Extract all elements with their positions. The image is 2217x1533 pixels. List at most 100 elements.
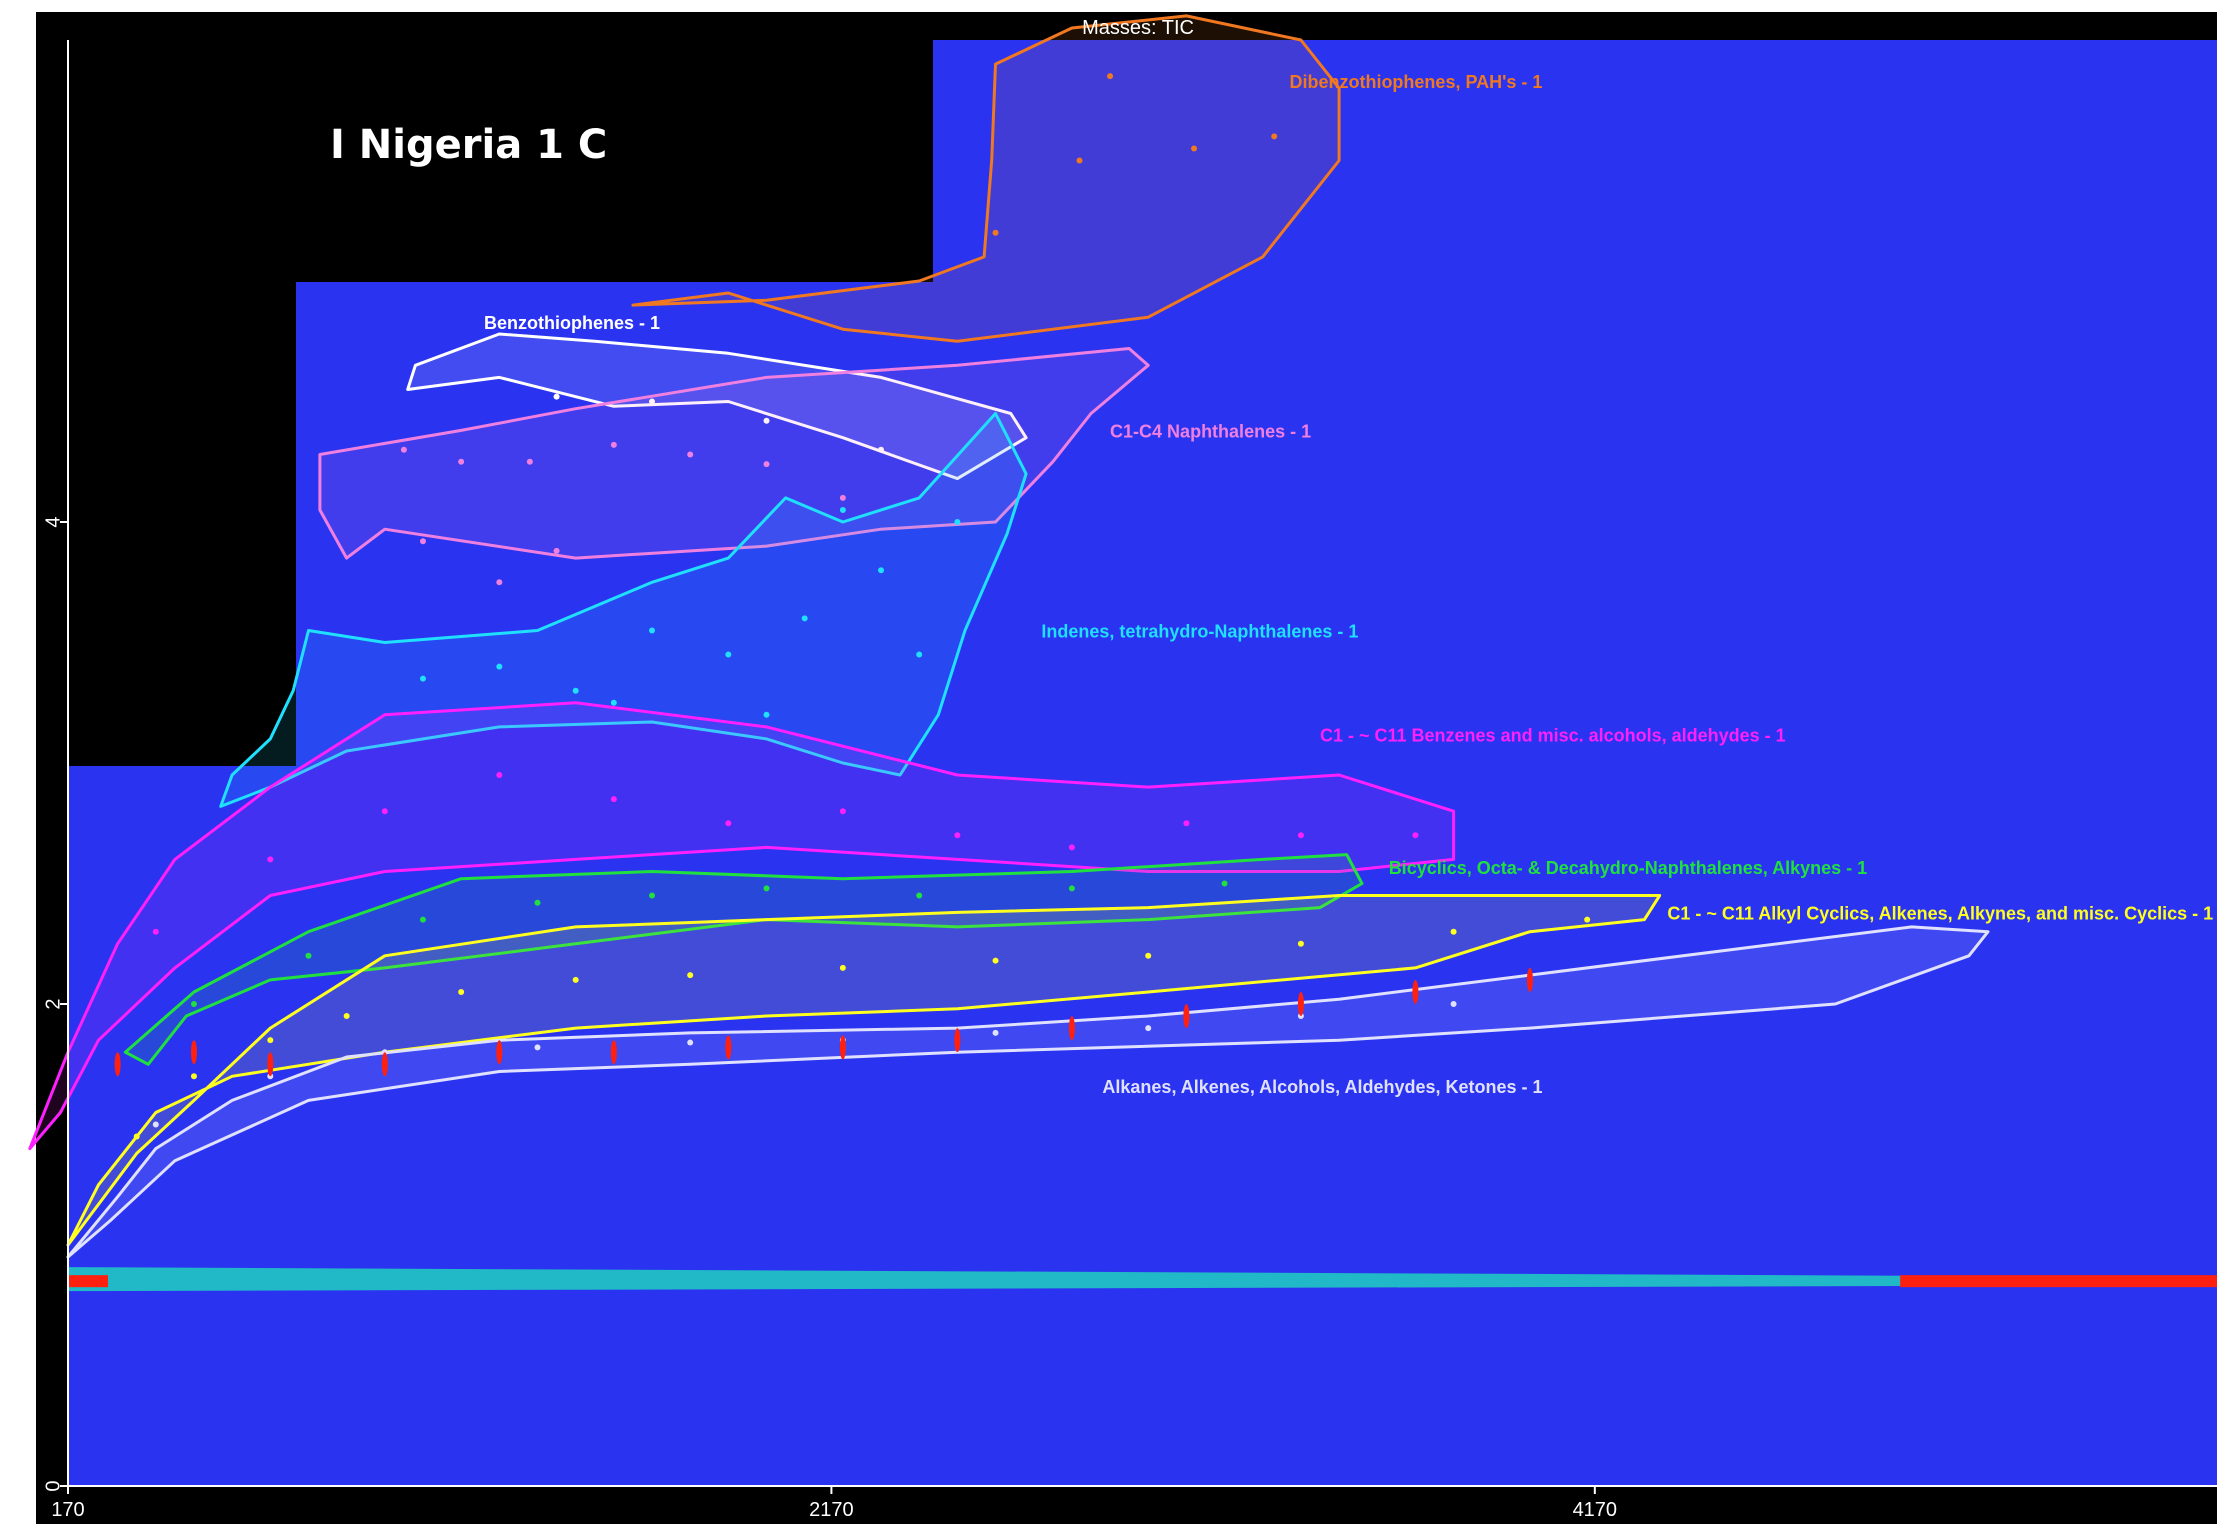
region-point bbox=[649, 892, 656, 899]
region-7: Alkanes, Alkenes, Alcohols, Aldehydes, K… bbox=[66, 925, 1990, 1259]
region-point bbox=[458, 458, 465, 465]
peak-marker bbox=[190, 1040, 197, 1065]
axes: 170 2170 4170 0 2 4 bbox=[42, 40, 2217, 1521]
region-label: Indenes, tetrahydro-Naphthalenes - 1 bbox=[1041, 622, 1358, 642]
region-5: Bicyclics, Octa- & Decahydro-Naphthalene… bbox=[123, 853, 1868, 1066]
region-point bbox=[1221, 880, 1228, 887]
region-point bbox=[534, 1044, 541, 1051]
region-point bbox=[763, 711, 770, 718]
region-point bbox=[419, 675, 426, 682]
region-3: Indenes, tetrahydro-Naphthalenes - 1 bbox=[219, 412, 1358, 808]
region-point bbox=[496, 663, 503, 670]
peak-marker bbox=[496, 1040, 503, 1065]
peak-marker bbox=[1412, 979, 1419, 1004]
region-point bbox=[649, 627, 656, 634]
region-point bbox=[496, 579, 503, 586]
region-point bbox=[190, 1001, 197, 1007]
region-point bbox=[534, 899, 541, 906]
region-point bbox=[1145, 1025, 1152, 1032]
region-point bbox=[458, 988, 465, 995]
peak-marker bbox=[610, 1040, 617, 1065]
bleed-hot-end bbox=[1900, 1275, 2217, 1288]
masked-region-upper bbox=[68, 40, 933, 282]
region-point bbox=[267, 856, 274, 863]
peak-marker bbox=[1183, 1004, 1190, 1029]
region-point bbox=[1450, 928, 1457, 935]
region-point bbox=[839, 964, 846, 971]
region-point bbox=[190, 1073, 197, 1080]
x-tick-label: 2170 bbox=[809, 1499, 854, 1521]
peak-marker bbox=[839, 1035, 846, 1060]
region-point bbox=[649, 398, 656, 405]
region-point bbox=[1068, 885, 1075, 892]
region-point bbox=[400, 446, 407, 453]
region-outline bbox=[318, 347, 1150, 560]
region-2: C1-C4 Naphthalenes - 1 bbox=[318, 347, 1311, 586]
region-point bbox=[152, 1121, 159, 1128]
y-tick-label: 2 bbox=[42, 998, 64, 1009]
region-point bbox=[1076, 157, 1083, 164]
region-point bbox=[916, 651, 923, 658]
region-0: Dibenzothiophenes, PAH's - 1 bbox=[631, 14, 1542, 343]
region-point bbox=[1412, 832, 1419, 839]
peak-marker bbox=[954, 1028, 961, 1053]
region-point bbox=[725, 651, 732, 658]
region-point bbox=[954, 519, 961, 525]
region-label: Alkanes, Alkenes, Alcohols, Aldehydes, K… bbox=[1102, 1077, 1542, 1097]
region-point bbox=[992, 229, 999, 236]
region-point bbox=[878, 446, 885, 453]
x-tick-label: 4170 bbox=[1573, 1499, 1618, 1521]
region-point bbox=[839, 808, 846, 815]
region-point bbox=[1191, 145, 1198, 152]
region-point bbox=[1068, 844, 1075, 851]
region-outline bbox=[219, 412, 1028, 808]
region-point bbox=[305, 952, 312, 959]
region-point bbox=[1297, 1013, 1304, 1020]
column-bleed bbox=[68, 1267, 2217, 1292]
peak-marker bbox=[1526, 967, 1533, 992]
peak-markers bbox=[114, 967, 1533, 1077]
region-point bbox=[1271, 133, 1278, 140]
region-label: Bicyclics, Octa- & Decahydro-Naphthalene… bbox=[1389, 858, 1868, 878]
region-point bbox=[1450, 1001, 1457, 1007]
region-1: Benzothiophenes - 1 bbox=[406, 313, 1028, 481]
region-point bbox=[687, 1039, 694, 1046]
peak-marker bbox=[114, 1052, 121, 1077]
region-point bbox=[572, 976, 579, 983]
region-point bbox=[839, 506, 846, 513]
peak-marker bbox=[381, 1052, 388, 1077]
region-point bbox=[839, 494, 846, 501]
region-point bbox=[419, 538, 426, 545]
region-point bbox=[916, 892, 923, 899]
region-point bbox=[763, 417, 770, 424]
region-point bbox=[526, 458, 533, 465]
peak-marker bbox=[725, 1035, 732, 1060]
region-label: Benzothiophenes - 1 bbox=[484, 313, 660, 333]
region-point bbox=[1297, 940, 1304, 947]
region-point bbox=[687, 451, 694, 458]
region-label: C1-C4 Naphthalenes - 1 bbox=[1110, 422, 1311, 442]
region-point bbox=[1297, 832, 1304, 839]
region-point bbox=[954, 832, 961, 839]
region-point bbox=[610, 441, 617, 448]
region-label: C1 - ~ C11 Alkyl Cyclics, Alkenes, Alkyn… bbox=[1667, 904, 2213, 924]
region-point bbox=[610, 796, 617, 803]
region-point bbox=[687, 972, 694, 979]
y-tick-label: 4 bbox=[42, 516, 64, 527]
region-point bbox=[553, 547, 560, 554]
bleed-hot-start bbox=[68, 1275, 108, 1288]
region-point bbox=[992, 1029, 999, 1036]
region-point bbox=[381, 1049, 388, 1056]
region-point bbox=[133, 1133, 140, 1140]
masked-region-lower bbox=[68, 282, 296, 766]
region-point bbox=[267, 1073, 274, 1080]
region-point bbox=[1145, 952, 1152, 959]
region-point bbox=[152, 928, 159, 935]
region-point bbox=[992, 957, 999, 964]
region-point bbox=[1107, 73, 1114, 80]
region-point bbox=[343, 1013, 350, 1020]
region-outline bbox=[28, 701, 1456, 1151]
region-label: Dibenzothiophenes, PAH's - 1 bbox=[1289, 72, 1542, 92]
bleed-band bbox=[68, 1267, 2217, 1292]
